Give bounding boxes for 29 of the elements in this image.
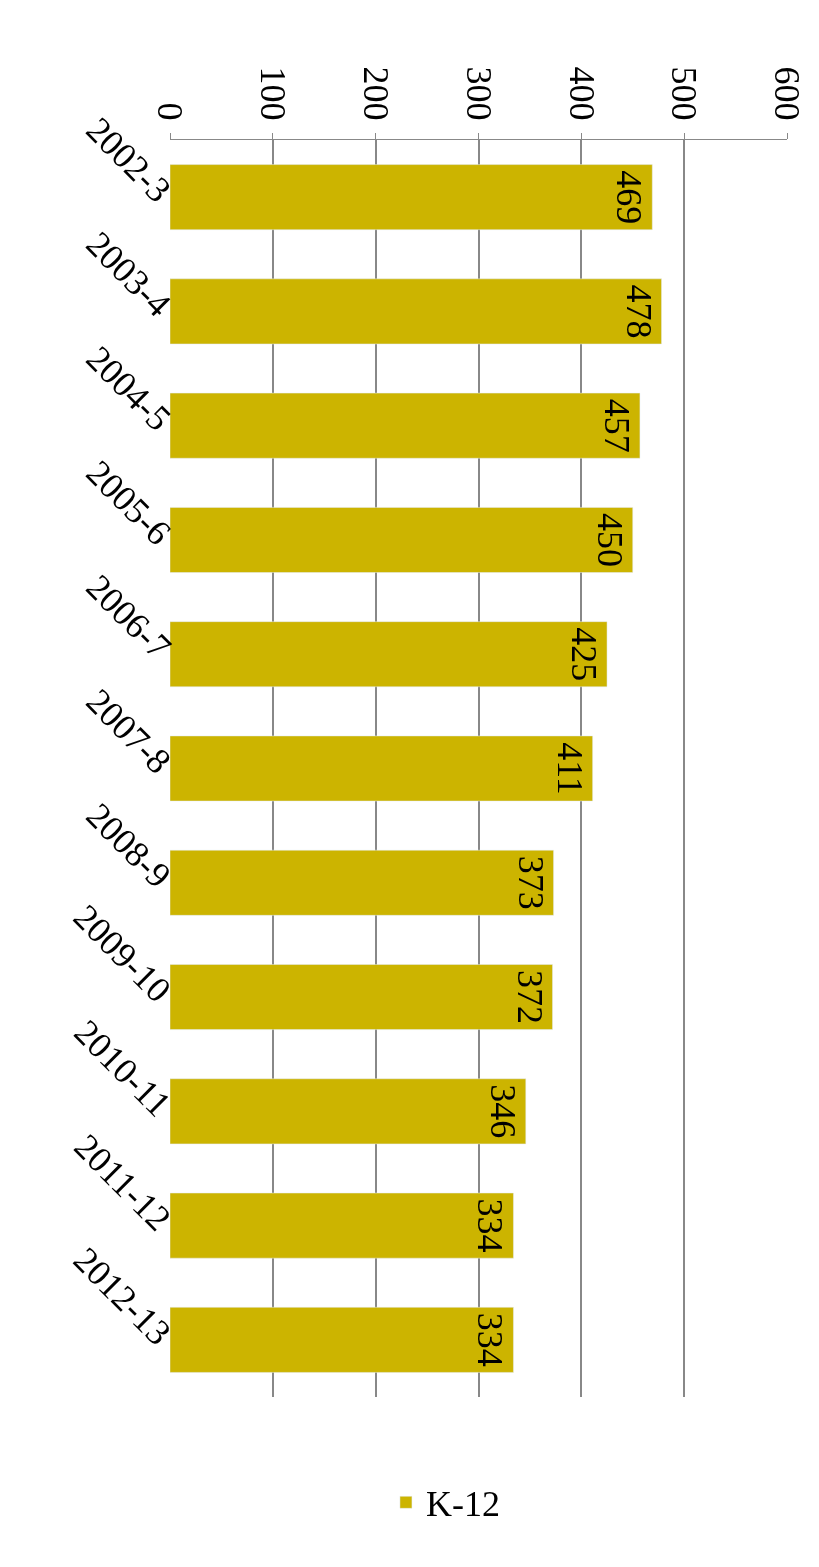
x-tick-label: 100	[253, 66, 294, 121]
bar	[170, 392, 641, 459]
data-label: 373	[510, 855, 551, 910]
x-tick-label: 500	[664, 66, 705, 121]
data-label: 334	[470, 1198, 511, 1253]
bar	[170, 735, 593, 802]
x-tick-label: 200	[355, 66, 396, 121]
bar	[170, 278, 662, 345]
data-label: 372	[509, 970, 550, 1025]
bar	[170, 1078, 527, 1145]
bar	[170, 964, 553, 1030]
bar	[170, 507, 633, 573]
bar	[170, 164, 653, 230]
bar	[170, 849, 554, 916]
data-label: 411	[549, 742, 590, 795]
data-label: 450	[589, 512, 630, 567]
data-label: 425	[564, 627, 605, 682]
data-label: 457	[596, 398, 637, 453]
x-tick-label: 300	[458, 66, 499, 121]
data-label: 469	[609, 170, 650, 225]
legend-label: K-12	[425, 1484, 500, 1525]
data-label: 334	[470, 1312, 511, 1367]
bar	[170, 621, 608, 688]
x-tick-label: 600	[767, 66, 808, 121]
data-label: 478	[618, 284, 659, 339]
bar	[170, 1307, 514, 1373]
data-label: 346	[482, 1084, 523, 1139]
bar	[170, 1192, 514, 1259]
x-tick-label: 400	[561, 66, 602, 121]
